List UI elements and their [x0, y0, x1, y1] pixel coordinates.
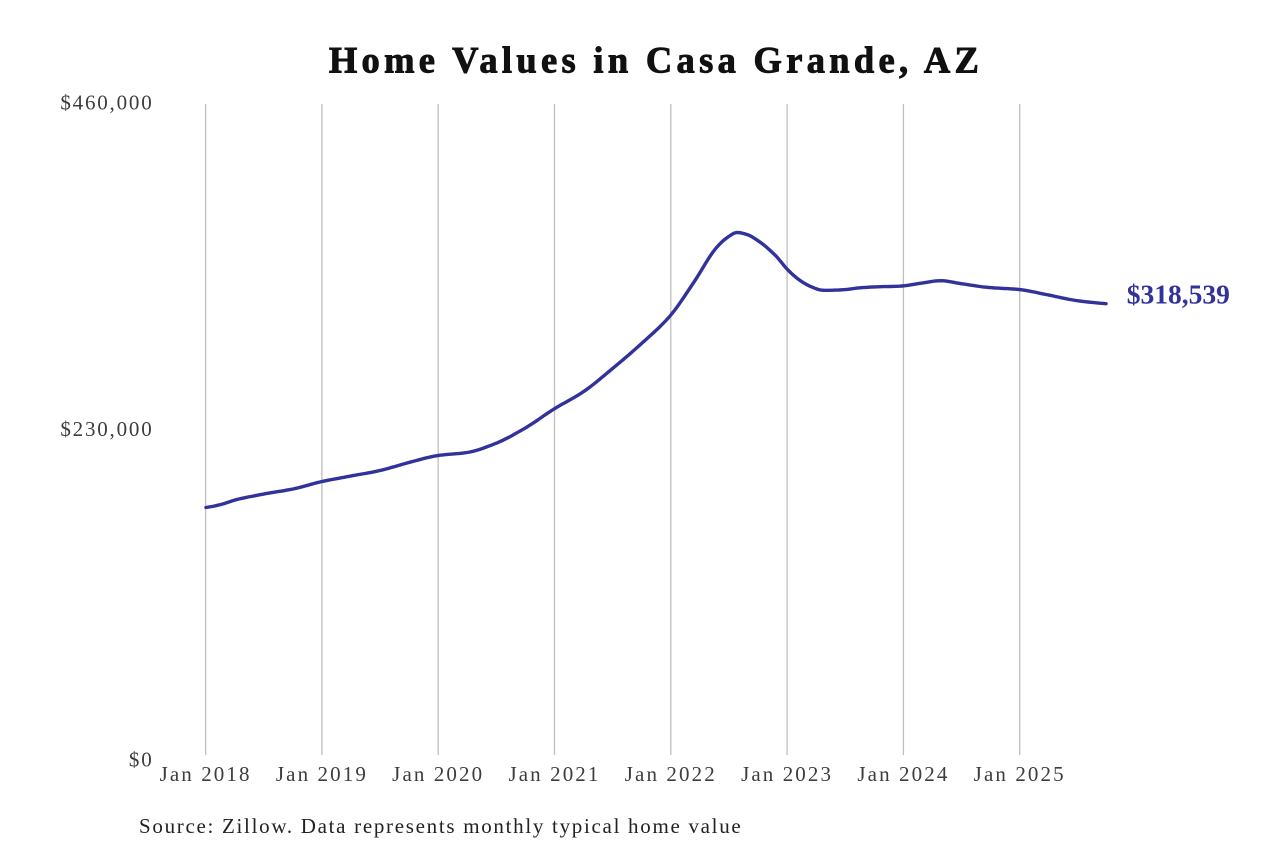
svg-text:Jan 2019: Jan 2019 — [276, 762, 368, 786]
svg-text:$0: $0 — [129, 748, 154, 772]
svg-text:Jan 2018: Jan 2018 — [160, 762, 252, 786]
svg-text:$230,000: $230,000 — [60, 417, 153, 441]
svg-text:Jan 2020: Jan 2020 — [392, 762, 484, 786]
svg-text:Jan 2021: Jan 2021 — [508, 762, 600, 786]
svg-text:Jan 2022: Jan 2022 — [625, 762, 717, 786]
svg-text:Source: Zillow. Data represent: Source: Zillow. Data represents monthly … — [139, 814, 742, 838]
svg-text:Home Values in Casa Grande, AZ: Home Values in Casa Grande, AZ — [329, 40, 983, 81]
svg-text:Jan 2025: Jan 2025 — [974, 762, 1066, 786]
svg-text:$318,539: $318,539 — [1127, 279, 1230, 310]
svg-text:Jan 2023: Jan 2023 — [741, 762, 833, 786]
svg-text:$460,000: $460,000 — [60, 90, 153, 114]
svg-text:Jan 2024: Jan 2024 — [857, 762, 949, 786]
